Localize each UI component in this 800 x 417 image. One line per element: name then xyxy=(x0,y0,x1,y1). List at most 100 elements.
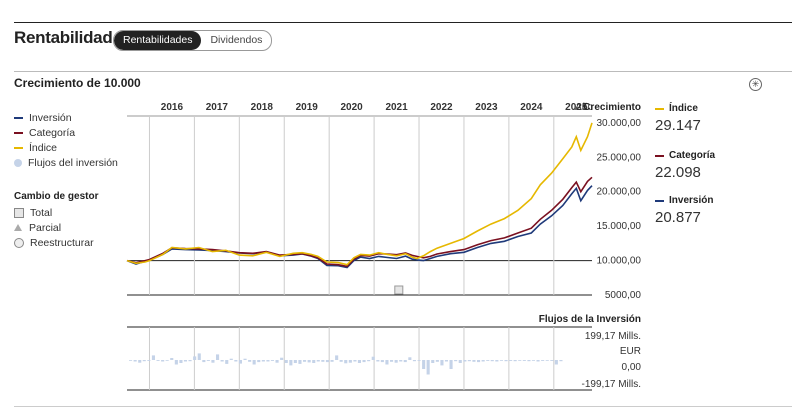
flow-bar xyxy=(325,360,329,363)
line-swatch-icon xyxy=(14,146,23,149)
flow-bar xyxy=(550,360,554,361)
flow-bar xyxy=(202,360,206,363)
flow-bar xyxy=(289,360,293,366)
flow-bar xyxy=(541,360,545,361)
flow-bar xyxy=(133,360,137,362)
flow-bar xyxy=(316,360,320,362)
flow-bar xyxy=(527,360,531,362)
flow-bar xyxy=(147,360,151,361)
flow-bar xyxy=(531,360,535,361)
flow-bar xyxy=(183,360,187,362)
x-axis-label: Año xyxy=(575,102,593,113)
flow-bar xyxy=(344,360,348,364)
bottom-rule xyxy=(14,406,792,407)
flow-bar xyxy=(280,357,284,360)
flow-bar xyxy=(243,358,247,360)
summary-categoria: Categoría 22.098 xyxy=(655,150,716,181)
flow-bar xyxy=(129,360,133,361)
flow-bar xyxy=(151,355,155,360)
flow-bar xyxy=(499,360,503,361)
flow-bar xyxy=(335,355,339,360)
flows-chart: Flujos de la Inversión 199,17 Mills. EUR 0,… xyxy=(127,314,641,391)
flow-bar xyxy=(477,360,481,363)
x-tick-label: 2018 xyxy=(251,102,274,113)
flow-bar xyxy=(312,360,316,363)
flow-bar xyxy=(211,360,215,363)
flow-bar xyxy=(261,360,265,362)
flow-bar xyxy=(138,360,142,363)
flow-bar xyxy=(536,360,540,362)
flow-bar xyxy=(270,360,274,361)
manager-change-title: Cambio de gestor xyxy=(14,191,99,202)
x-tick-label: 2025 xyxy=(565,102,588,113)
tab-dividendos[interactable]: Dividendos xyxy=(210,34,263,46)
flow-bar xyxy=(417,360,421,361)
page-title: Rentabilidad xyxy=(14,28,113,47)
flow-bar xyxy=(303,360,307,362)
flow-bar xyxy=(266,360,270,362)
flow-bar xyxy=(444,360,448,362)
tab-rentabilidades[interactable]: Rentabilidades xyxy=(114,31,202,50)
flow-bar xyxy=(371,356,375,360)
flow-bar xyxy=(216,354,220,360)
series-legend: Inversión Categoría Índice Flujos del in… xyxy=(14,110,118,170)
triangle-icon xyxy=(14,224,22,231)
line-swatch-icon xyxy=(14,116,23,119)
gear-icon[interactable]: ✳ xyxy=(749,78,762,91)
chart-title: Crecimiento xyxy=(583,102,641,113)
flow-bar xyxy=(412,360,416,362)
x-tick-label: 2023 xyxy=(475,102,498,113)
flow-bar xyxy=(490,360,494,362)
summary-indice: Índice 29.147 xyxy=(655,103,701,134)
flow-bar xyxy=(170,358,174,360)
manager-change-marker xyxy=(394,285,404,295)
flow-bar xyxy=(229,358,233,360)
flow-bar xyxy=(426,360,430,375)
x-tick-label: 2020 xyxy=(341,102,364,113)
legend-item-flujos[interactable]: Flujos del inversión xyxy=(14,155,118,170)
flows-title: Flujos de la Inversión xyxy=(539,314,641,325)
x-tick-label: 2017 xyxy=(206,102,229,113)
legend-item-inversion[interactable]: Inversión xyxy=(14,110,118,125)
flow-bar xyxy=(238,360,242,364)
flow-bar xyxy=(554,360,558,365)
y-tick-label: 30.000,00 xyxy=(597,118,642,129)
flow-bar xyxy=(257,360,261,363)
top-rule xyxy=(14,22,792,23)
line-swatch-icon xyxy=(655,199,664,202)
flow-bar xyxy=(440,360,444,366)
legend-item-categoria[interactable]: Categoría xyxy=(14,125,118,140)
flow-bar xyxy=(463,360,467,362)
x-tick-label: 2016 xyxy=(161,102,184,113)
flow-bar xyxy=(435,360,439,362)
flow-bar xyxy=(298,360,302,364)
flow-bar xyxy=(504,360,508,362)
flow-bar xyxy=(559,360,563,362)
flow-bar xyxy=(458,360,462,363)
flow-bar xyxy=(513,360,517,362)
flow-bar xyxy=(385,360,389,365)
circle-icon xyxy=(14,237,24,248)
flow-bar xyxy=(307,360,311,363)
flow-bar xyxy=(293,360,297,363)
legend-item-indice[interactable]: Índice xyxy=(14,140,118,155)
section-title: Crecimiento de 10.000 xyxy=(14,76,141,90)
flow-bar xyxy=(403,360,407,363)
flow-bar xyxy=(188,360,192,362)
flow-bar xyxy=(179,360,183,363)
y-tick-label: 15.000,00 xyxy=(597,221,642,232)
x-tick-label: 2024 xyxy=(520,102,543,113)
flow-bar xyxy=(518,360,522,361)
flow-bar xyxy=(495,360,499,362)
manager-change-parcial: Parcial xyxy=(14,220,94,235)
flow-bar xyxy=(165,360,169,361)
dot-swatch-icon xyxy=(14,158,22,167)
flow-bar xyxy=(357,360,361,363)
flow-bar xyxy=(193,356,197,360)
line-swatch-icon xyxy=(14,131,23,134)
flow-bar xyxy=(197,353,201,360)
flow-bar xyxy=(509,360,513,361)
flows-y-tick-label: EUR xyxy=(620,346,641,357)
flow-bar xyxy=(234,360,238,362)
